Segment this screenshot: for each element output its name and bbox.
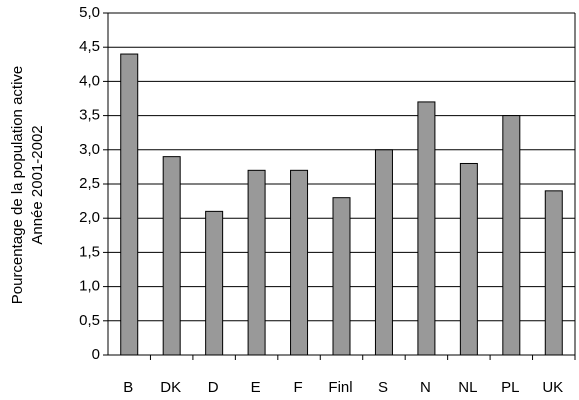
y-tick-label: 4,5	[79, 38, 100, 55]
y-tick-label: 0	[92, 346, 100, 363]
x-tick-label: S	[378, 379, 388, 396]
y-tick-label: 5,0	[79, 4, 100, 21]
y-tick-label: 1,5	[79, 243, 100, 260]
x-tick-label: F	[293, 379, 302, 396]
bar	[502, 115, 521, 356]
y-axis-title: Année 2001-2002	[29, 125, 46, 244]
x-tick-label: B	[123, 379, 133, 396]
bar	[247, 169, 266, 356]
bar	[290, 169, 309, 356]
x-tick-label: NL	[458, 379, 477, 396]
y-axis-title: Pourcentage de la population active	[9, 66, 26, 305]
bar	[205, 210, 224, 356]
bar	[332, 197, 351, 356]
y-tick-label: 3,5	[79, 107, 100, 124]
y-tick-label: 0,5	[79, 312, 100, 329]
x-tick-label: PL	[501, 379, 519, 396]
bar	[162, 156, 181, 356]
y-tick-label: 3,0	[79, 141, 100, 158]
bar	[417, 101, 436, 356]
x-tick-label: E	[251, 379, 261, 396]
x-tick-label: Finl	[328, 379, 352, 396]
x-tick-label: D	[208, 379, 219, 396]
x-tick-label: DK	[160, 379, 181, 396]
y-tick-label: 1,0	[79, 278, 100, 295]
y-tick-label: 2,0	[79, 209, 100, 226]
x-tick-label: UK	[542, 379, 563, 396]
x-tick-label: N	[420, 379, 431, 396]
bar	[459, 162, 478, 356]
y-tick-label: 4,0	[79, 72, 100, 89]
bar	[120, 53, 139, 356]
bar	[374, 149, 393, 356]
y-tick-label: 2,5	[79, 175, 100, 192]
bar	[544, 190, 563, 356]
